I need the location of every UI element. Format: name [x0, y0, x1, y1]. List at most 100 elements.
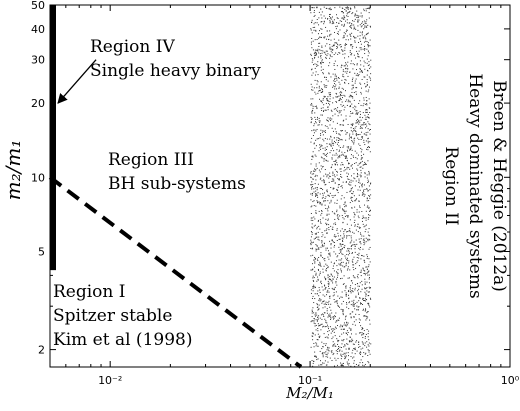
stipple-dot — [312, 151, 314, 153]
stipple-dot — [345, 324, 347, 326]
stipple-dot — [312, 279, 314, 281]
stipple-dot — [317, 327, 319, 329]
stipple-dot — [333, 64, 335, 66]
stipple-dot — [357, 29, 359, 31]
stipple-dot — [315, 355, 317, 357]
stipple-dot — [358, 186, 360, 188]
stipple-dot — [341, 208, 343, 210]
stipple-dot — [356, 14, 358, 16]
stipple-dot — [312, 170, 314, 172]
stipple-dot — [325, 53, 327, 55]
y-tick-label: 2 — [38, 344, 45, 357]
stipple-dot — [366, 346, 368, 348]
stipple-dot — [333, 246, 335, 248]
stipple-dot — [351, 44, 353, 46]
stipple-dot — [363, 20, 365, 22]
stipple-dot — [317, 330, 319, 332]
stipple-dot — [359, 82, 361, 84]
stipple-dot — [337, 319, 339, 321]
stipple-dot — [316, 193, 318, 195]
stipple-dot — [321, 131, 323, 133]
stipple-dot — [350, 245, 352, 247]
stipple-dot — [312, 135, 314, 137]
stipple-dot — [347, 257, 348, 259]
stipple-dot — [346, 104, 348, 106]
stipple-dot — [319, 298, 321, 300]
stipple-dot — [336, 276, 338, 278]
stipple-dot — [311, 181, 313, 183]
stipple-dot — [368, 362, 370, 364]
stipple-dot — [323, 284, 325, 286]
stipple-dot — [336, 45, 338, 47]
stipple-dot — [336, 300, 338, 302]
stipple-dot — [332, 226, 334, 228]
stipple-dot — [358, 293, 360, 295]
stipple-dot — [350, 304, 352, 306]
stipple-dot — [330, 303, 332, 305]
stipple-dot — [314, 52, 316, 54]
stipple-dot — [328, 347, 330, 349]
stipple-dot — [368, 291, 370, 293]
stipple-dot — [344, 81, 346, 83]
stipple-dot — [315, 356, 317, 358]
stipple-dot — [352, 123, 354, 125]
stipple-dot — [331, 143, 333, 145]
stipple-dot — [311, 332, 313, 334]
stipple-dot — [361, 71, 363, 73]
stipple-dot — [310, 41, 312, 43]
stipple-dot — [359, 271, 361, 273]
stipple-dot — [367, 24, 369, 26]
stipple-dot — [365, 266, 367, 268]
stipple-dot — [334, 202, 336, 204]
stipple-dot — [354, 206, 356, 208]
stipple-dot — [365, 96, 367, 98]
stipple-dot — [369, 133, 371, 135]
stipple-dot — [348, 167, 350, 169]
stipple-dot — [310, 217, 312, 219]
stipple-dot — [315, 122, 317, 124]
stipple-dot — [330, 50, 332, 52]
stipple-dot — [342, 11, 344, 13]
stipple-dot — [334, 262, 336, 264]
stipple-dot — [349, 202, 351, 204]
stipple-dot — [345, 133, 347, 135]
stipple-dot — [355, 267, 357, 269]
stipple-dot — [326, 149, 327, 150]
stipple-dot — [348, 96, 350, 98]
stipple-dot — [311, 310, 313, 312]
stipple-dot — [336, 101, 338, 103]
stipple-dot — [336, 284, 338, 286]
stipple-dot — [321, 318, 323, 320]
stipple-dot — [336, 278, 338, 280]
stipple-dot — [366, 200, 368, 202]
stipple-dot — [331, 350, 333, 352]
stipple-dot — [365, 319, 367, 321]
stipple-dot — [360, 303, 362, 305]
stipple-dot — [348, 162, 350, 164]
stipple-dot — [317, 196, 319, 198]
stipple-dot — [355, 295, 357, 297]
stipple-dot — [351, 341, 353, 343]
stipple-dot — [325, 356, 327, 358]
stipple-dot — [342, 241, 344, 242]
stipple-dot — [351, 175, 352, 177]
stipple-dot — [340, 364, 342, 366]
stipple-dot — [311, 112, 313, 114]
stipple-dot — [339, 349, 341, 351]
stipple-dot — [315, 324, 317, 326]
stipple-dot — [334, 326, 336, 328]
stipple-dot — [339, 20, 341, 22]
stipple-dot — [326, 155, 328, 157]
stipple-dot — [328, 224, 330, 226]
stipple-dot — [363, 195, 365, 197]
stipple-dot — [329, 21, 331, 23]
stipple-dot — [318, 248, 320, 250]
stipple-dot — [333, 195, 335, 197]
stipple-dot — [359, 205, 361, 207]
stipple-dot — [357, 52, 359, 54]
stipple-dot — [358, 119, 360, 121]
stipple-dot — [321, 52, 323, 54]
stipple-dot — [312, 287, 314, 289]
stipple-dot — [354, 80, 356, 82]
stipple-dot — [321, 286, 323, 288]
